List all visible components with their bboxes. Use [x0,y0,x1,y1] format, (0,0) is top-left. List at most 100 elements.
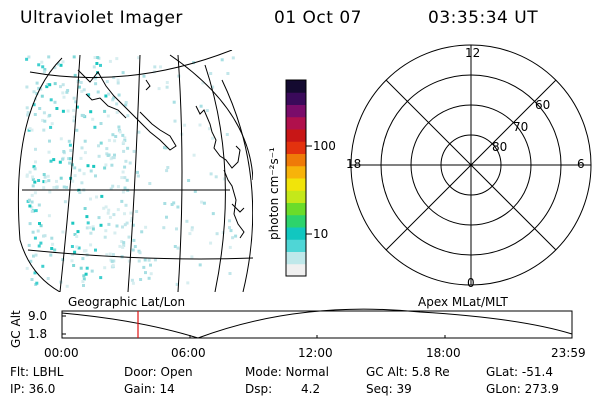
uv-dot [117,125,121,129]
uv-dot [25,57,29,61]
uv-dot [68,143,72,147]
uv-dot [25,106,29,110]
uv-dot [94,174,97,178]
info-dsp-label: Dsp: [245,382,273,396]
uv-dot [133,245,137,248]
uv-dot [41,65,45,69]
uv-dot [112,259,116,263]
uv-dot [91,227,95,231]
uv-dot [61,91,65,95]
uv-dot [131,248,135,252]
uv-dot [193,189,197,193]
uv-dot [116,185,120,189]
uv-dot [116,81,120,85]
uv-dot [116,78,120,82]
uv-dot [190,255,194,259]
uv-dot [163,202,167,205]
uv-dot [228,272,232,275]
uv-dot [108,59,112,63]
colorbar-cell [286,214,306,228]
uv-dot [77,246,81,250]
uv-dot [144,225,148,229]
uv-dot [148,182,152,185]
uv-dot [123,139,127,142]
uv-dot [32,254,35,258]
uv-dot [103,166,107,170]
uv-dot [185,219,189,223]
uv-dot [127,259,131,263]
uv-dot [132,238,136,242]
timeline-xtick-0: 00:00 [44,346,79,360]
uv-dot [89,231,93,235]
info-ip: IP: 36.0 [10,382,56,396]
uv-dot [124,101,128,104]
uv-dot [131,223,135,227]
uv-dot [42,180,46,184]
uv-dot [82,274,86,278]
uv-dot [162,226,166,230]
uv-dot [45,85,49,89]
uv-dot [70,259,74,263]
uv-dot [47,214,51,218]
uv-dot [93,56,97,59]
uv-dot [95,62,99,65]
uv-dot [123,223,127,227]
uv-dot [107,138,111,142]
uv-dot [112,76,116,79]
uv-dot [49,253,53,257]
uv-dot [72,264,76,267]
uv-dot [67,157,70,161]
uv-dot [118,244,122,248]
uv-dot [202,201,206,205]
uv-dot [47,150,51,154]
uv-dot [61,60,65,64]
uv-dot [111,156,115,160]
uv-dot [112,96,116,100]
uv-dot [107,92,111,96]
uv-dot [82,277,86,281]
uv-dot [147,258,151,262]
uv-dot [214,175,218,179]
timeline-ylabel: GC Alt [9,310,23,348]
uv-dot [86,221,90,225]
uv-dot [117,128,121,132]
colorbar-cell [286,165,306,179]
uv-dot [41,264,45,268]
uv-dot [83,151,87,155]
uv-dot [221,231,225,235]
info-door: Door: Open [124,365,193,379]
uv-dot [56,62,60,66]
uv-dot [79,81,83,84]
uv-dot [32,90,36,94]
uv-dot [59,176,63,180]
uv-dot [34,147,37,151]
colorbar-cell [286,202,306,216]
uv-dot [69,149,73,152]
uv-dot [83,139,87,143]
uv-dot [48,83,52,87]
uv-dot [190,226,194,230]
uv-dot [27,243,31,247]
uv-dot [79,266,83,270]
uv-dot [234,234,238,238]
uv-dot [176,205,180,209]
uv-dot [40,94,44,98]
colorbar-cell [286,141,306,154]
uv-dot [121,225,124,229]
uv-dot [82,249,86,253]
uv-dot [96,90,100,94]
uv-dot [88,226,92,230]
uv-dot [122,149,126,153]
colorbar-unit-label: photon cm⁻²s⁻¹ [267,147,281,240]
uv-dot [41,118,45,122]
uv-dot [61,83,65,87]
uv-dot [67,139,71,143]
uv-dot [89,197,92,201]
uv-dot [38,222,41,225]
uv-dot [73,233,77,236]
uv-dot [62,185,66,189]
uv-dot [198,123,202,127]
uv-dot [172,201,176,205]
lat-label-60: 60 [535,98,551,112]
uv-dot [142,265,146,269]
